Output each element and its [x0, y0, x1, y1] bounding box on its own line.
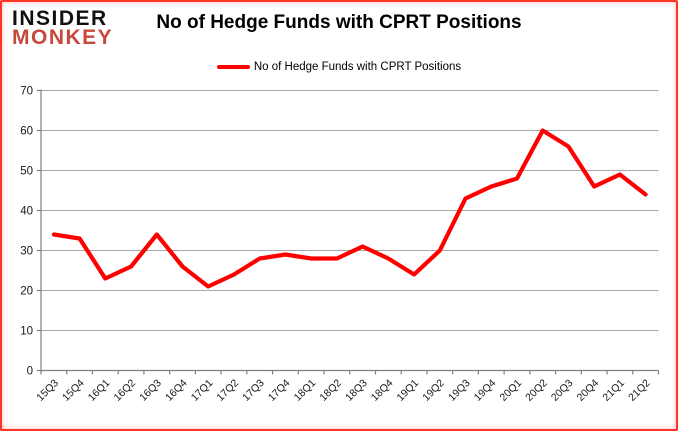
x-tick-label: 19Q4 — [472, 377, 499, 404]
x-tick-label: 18Q4 — [369, 377, 396, 404]
logo-text-insider: INSIDER — [12, 7, 108, 30]
x-tick-label: 17Q1 — [189, 377, 216, 404]
x-tick-label: 20Q3 — [549, 377, 576, 404]
legend-line-swatch — [216, 64, 250, 70]
logo-text-monkey: MONKEY — [12, 26, 114, 50]
x-tick-label: 18Q2 — [317, 377, 344, 404]
x-tick-label: 18Q1 — [292, 377, 319, 404]
x-tick-label: 15Q3 — [34, 377, 61, 404]
y-tick-label: 40 — [20, 206, 33, 218]
y-tick-label: 0 — [27, 366, 33, 378]
x-tick-label: 18Q3 — [343, 377, 370, 404]
x-tick-label: 16Q2 — [112, 377, 139, 404]
y-tick-label: 50 — [20, 166, 33, 178]
y-tick-label: 20 — [20, 286, 33, 298]
x-tick-label: 20Q2 — [523, 377, 550, 404]
legend: No of Hedge Funds with CPRT Positions — [0, 59, 678, 75]
x-tick-label: 19Q3 — [446, 377, 473, 404]
x-tick-label: 17Q4 — [266, 377, 293, 404]
y-tick-label: 70 — [20, 86, 33, 98]
chart-title: No of Hedge Funds with CPRT Positions — [156, 12, 522, 33]
data-line — [51, 128, 648, 289]
x-tick-label: 21Q2 — [626, 377, 653, 404]
legend-label: No of Hedge Funds with CPRT Positions — [253, 61, 462, 73]
x-tick-label: 20Q1 — [497, 377, 524, 404]
x-tick-label: 17Q2 — [214, 377, 241, 404]
x-tick-label: 19Q1 — [395, 377, 422, 404]
x-tick-label: 17Q3 — [240, 377, 267, 404]
y-tick-label: 60 — [20, 126, 33, 138]
x-tick-label: 19Q2 — [420, 377, 447, 404]
insider-monkey-logo: INSIDER MONKEY — [12, 7, 114, 50]
x-tick-label: 16Q4 — [163, 377, 190, 404]
y-tick-label: 10 — [20, 326, 33, 338]
x-tick-label: 15Q4 — [60, 377, 87, 404]
x-tick-label: 16Q3 — [137, 377, 164, 404]
x-tick-label: 16Q1 — [86, 377, 113, 404]
y-tick-label: 30 — [20, 246, 33, 258]
x-tick-label: 20Q4 — [575, 377, 602, 404]
x-tick-label: 21Q1 — [600, 377, 627, 404]
